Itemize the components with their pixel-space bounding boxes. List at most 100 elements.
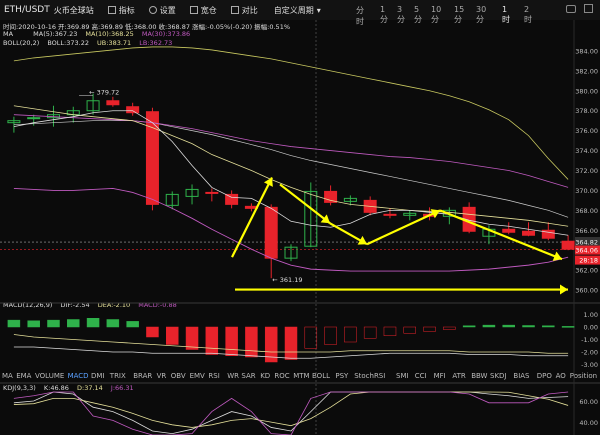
indicator-tab[interactable]: SMI — [396, 372, 409, 380]
ma10-line — [13, 105, 569, 227]
macd-bar — [146, 326, 159, 338]
candle-body — [403, 212, 417, 216]
indicator-tab[interactable]: SAR — [241, 372, 256, 380]
indicator-tab[interactable]: StochRSI — [354, 372, 386, 380]
indicator-tab[interactable]: DPO — [536, 372, 552, 380]
candle-body — [27, 117, 41, 120]
timeframe-tab[interactable]: 分时 — [356, 6, 364, 26]
fullscreen-icon[interactable] — [584, 4, 593, 13]
indicator-tab[interactable]: VR — [156, 372, 167, 380]
candle-body — [165, 193, 179, 206]
indicator-tab[interactable]: MTM — [293, 372, 310, 380]
settings-button[interactable]: 设置 — [148, 5, 176, 16]
macd-bar — [106, 319, 120, 328]
last-price-tag-text: 364.06 — [575, 247, 598, 255]
pair-label[interactable]: ETH/USDT — [4, 5, 50, 15]
indicator-tab[interactable]: VOLUME — [35, 372, 65, 380]
indicator-tab[interactable]: MA — [2, 372, 13, 380]
indicator-tab[interactable]: RSI — [208, 372, 220, 380]
timeframe-tab[interactable]: 2时 — [524, 5, 532, 24]
indicator-tab[interactable]: MFI — [433, 372, 446, 380]
timeframe-tab[interactable]: 1分 — [380, 5, 388, 24]
indicator-tab[interactable]: OBV — [170, 372, 186, 380]
macd-bar — [304, 326, 318, 349]
trend-arrow-up-1-head — [263, 177, 273, 187]
indicator-icon — [107, 6, 116, 14]
macd-value: MACD:-0.88 — [138, 301, 177, 309]
indicator-tab[interactable]: Position — [569, 372, 598, 380]
indicator-tab[interactable]: BBW — [471, 372, 488, 380]
indicator-tab[interactable]: ROC — [274, 372, 290, 380]
d-value: D:37.14 — [77, 384, 103, 392]
trend-arrow-up-1 — [231, 176, 273, 258]
camera-icon[interactable] — [566, 5, 576, 13]
timeframe-tab[interactable]: 1时 — [502, 5, 510, 24]
price-tick-label: 382.00 — [575, 67, 598, 75]
candle-body — [106, 100, 120, 106]
indicator-tab[interactable]: WR — [227, 372, 239, 380]
dif-value: DIF:-2.54 — [60, 301, 90, 309]
trend-arrow-down-3-head — [552, 251, 562, 261]
price-tick-label: 362.00 — [575, 267, 598, 275]
macd-bar — [67, 319, 80, 328]
chevron-down-icon: ▾ — [316, 5, 321, 15]
indicator-tab[interactable]: EMV — [189, 372, 205, 380]
candle-body — [264, 206, 278, 259]
macd-bar — [363, 326, 377, 339]
current-price-tag-text: 364.82 — [575, 239, 598, 247]
macd-tick-label: -2.00 — [581, 349, 598, 357]
candle-body — [324, 190, 338, 203]
timeframe-tab[interactable]: 3分 — [397, 5, 405, 24]
indicator-tab[interactable]: KD — [260, 372, 271, 380]
price-tick-label: 366.00 — [575, 227, 598, 235]
indicator-tab[interactable]: MACD — [67, 372, 89, 380]
indicator-tab[interactable]: TRIX — [109, 372, 126, 380]
candle-body — [7, 120, 21, 124]
macd-bar — [542, 325, 555, 328]
candle-body — [145, 111, 159, 205]
candle-body — [86, 100, 100, 112]
macd-bar — [126, 321, 139, 328]
indicator-tab[interactable]: BOLL — [312, 372, 330, 380]
macd-bar — [522, 325, 535, 328]
candle-body — [284, 246, 298, 259]
macd-bar — [205, 326, 219, 355]
price-tick-label: 378.00 — [575, 107, 598, 115]
timeframe-tab[interactable]: 5分 — [414, 5, 422, 24]
last-price-tag — [575, 245, 600, 255]
layout-icon — [189, 6, 198, 14]
boll-legend: BOLL(20,2) BOLL:373.22 UB:383.71 LB:362.… — [3, 39, 172, 47]
compare-button[interactable]: 对比 — [230, 5, 258, 16]
timeframe-tab[interactable]: 15分 — [454, 5, 465, 24]
ma30-value: MA(30):373.86 — [141, 30, 191, 38]
price-tick-label: 374.00 — [575, 147, 598, 155]
timeframe-tab[interactable]: 10分 — [431, 5, 442, 24]
candle-body — [343, 197, 357, 202]
kdj-label: KDJ(9,3,3) — [3, 384, 36, 392]
indicator-tab[interactable]: BIAS — [513, 372, 530, 380]
macd-tick-label: 1.00 — [584, 311, 598, 319]
boll-ub-value: UB:383.71 — [97, 39, 132, 47]
candle-body — [225, 193, 239, 205]
trend-arrow-down-1-head — [320, 214, 330, 224]
indicator-tab[interactable]: CCI — [414, 372, 427, 380]
ma30-line — [13, 114, 569, 188]
indicator-tab[interactable]: ATR — [452, 372, 466, 380]
custom-period-dropdown[interactable]: 自定义周期 ▾ — [273, 5, 321, 15]
timeframe-tab[interactable]: 30分 — [476, 5, 487, 24]
draw-button[interactable]: 宽仓 — [189, 5, 217, 16]
indicator-tab[interactable]: DMI — [91, 372, 105, 380]
candle-body — [126, 106, 140, 114]
indicator-tab[interactable]: EMA — [16, 372, 32, 380]
gear-icon — [148, 6, 157, 14]
trend-arrow-up-2 — [366, 209, 441, 246]
high-label: ← 379.72 — [89, 89, 119, 97]
indicator-tab[interactable]: SKDJ — [490, 372, 507, 380]
indicator-tab[interactable]: BRAR — [133, 372, 153, 380]
indicator-tab[interactable]: PSY — [335, 372, 349, 380]
ma10-value: MA(10):368.25 — [85, 30, 134, 38]
indicator-tab[interactable]: AO — [555, 372, 566, 380]
indicator-button[interactable]: 指标 — [107, 5, 135, 16]
boll-label: BOLL(20,2) — [3, 39, 40, 47]
macd-bar — [383, 326, 397, 336]
